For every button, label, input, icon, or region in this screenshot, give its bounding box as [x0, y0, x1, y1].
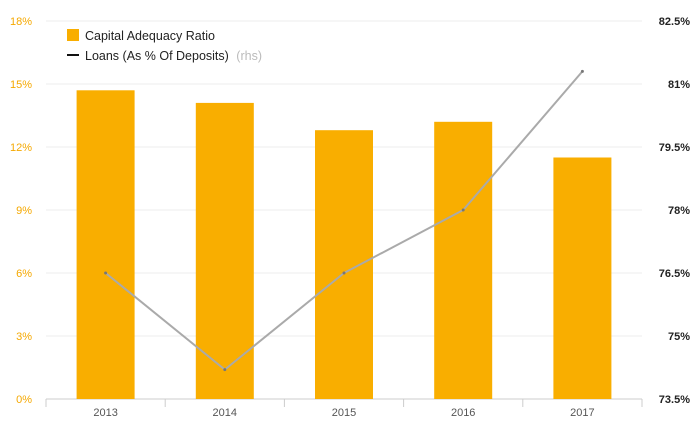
line-series: [104, 69, 584, 372]
bar: [195, 102, 254, 400]
y-left-tick-label: 9%: [16, 205, 32, 217]
line-point: [223, 368, 227, 372]
y-left-tick-label: 12%: [10, 142, 32, 154]
legend-label-line-note: (rhs): [236, 49, 262, 63]
y-left-tick-label: 15%: [10, 79, 32, 91]
x-tick-label: 2014: [213, 407, 237, 419]
bar: [553, 157, 612, 399]
legend-label-line-name: Loans (As % Of Deposits): [85, 49, 229, 63]
bar: [315, 130, 373, 399]
legend-swatch-line: [67, 54, 79, 56]
y-left-tick-label: 3%: [16, 331, 32, 343]
y-right-tick-label: 79.5%: [659, 142, 690, 154]
bar: [434, 121, 493, 400]
bar-series: [76, 90, 612, 400]
y-right-tick-label: 73.5%: [659, 394, 690, 406]
right-y-axis: 73.5% 75% 76.5% 78% 79.5% 81% 82.5%: [659, 16, 690, 406]
line-point: [104, 271, 108, 275]
y-right-tick-label: 78%: [668, 205, 690, 217]
x-tick-label: 2016: [451, 407, 475, 419]
bar: [76, 90, 135, 400]
line-point: [461, 208, 465, 212]
legend-swatch-bar: [67, 29, 79, 41]
y-right-tick-label: 82.5%: [659, 16, 690, 28]
y-right-tick-label: 75%: [668, 331, 690, 343]
x-tick-label: 2015: [332, 407, 356, 419]
y-right-tick-label: 76.5%: [659, 268, 690, 280]
x-axis: 2013 2014 2015 2016 2017: [45, 399, 643, 419]
line-point: [580, 69, 584, 73]
y-left-tick-label: 18%: [10, 16, 32, 28]
left-y-axis: 0% 3% 6% 9% 12% 15% 18%: [10, 16, 32, 406]
legend: Capital Adequacy Ratio Loans (As % Of De…: [67, 29, 262, 63]
legend-label-bar: Capital Adequacy Ratio: [85, 29, 215, 43]
y-left-tick-label: 6%: [16, 268, 32, 280]
legend-label-line: Loans (As % Of Deposits) (rhs): [85, 49, 262, 63]
x-tick-label: 2017: [570, 407, 594, 419]
x-tick-label: 2013: [93, 407, 117, 419]
y-right-tick-label: 81%: [668, 79, 690, 91]
line-point: [342, 271, 346, 275]
y-left-tick-label: 0%: [16, 394, 32, 406]
